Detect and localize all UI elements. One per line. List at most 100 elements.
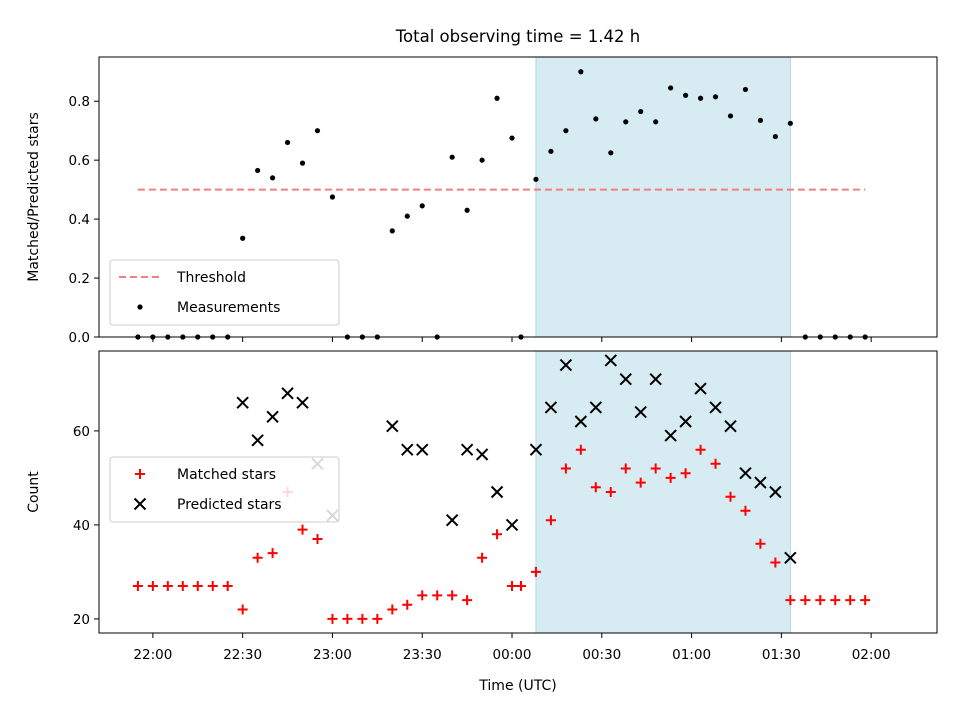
measurement-point — [593, 116, 599, 122]
panel-bottom: 20 40 60 22:00 22:30 23:00 23:30 00:00 00:30 01:0… — [26, 350, 938, 694]
x-tick-label: 01:30 — [762, 647, 801, 663]
measurement-point — [419, 203, 425, 209]
matched-star-point — [770, 557, 781, 568]
matched-star-point — [830, 595, 841, 606]
measurement-point — [533, 176, 539, 182]
measurement-point — [578, 69, 584, 75]
matched-star-point — [402, 599, 413, 610]
legend-matched-swatch — [135, 469, 145, 479]
matched-star-point — [575, 444, 586, 455]
matched-star-point — [545, 515, 556, 526]
y-tick-label: 60 — [73, 424, 90, 440]
predicted-star-point — [634, 405, 647, 419]
matched-star-point — [605, 487, 616, 497]
matched-star-point — [462, 595, 473, 606]
predicted-star-point — [505, 518, 519, 532]
measurement-point — [638, 108, 644, 115]
matched-star-point — [147, 581, 158, 591]
predicted-star-point — [709, 401, 722, 414]
matched-star-point — [590, 482, 601, 493]
measurement-point — [683, 92, 689, 98]
matched-star-point — [132, 581, 143, 591]
predicted-star-point — [589, 401, 603, 414]
figure-title: Total observing time = 1.42 h — [395, 27, 640, 46]
shaded-span — [535, 56, 791, 338]
matched-star-point — [297, 524, 308, 535]
legend-label: Predicted stars — [177, 497, 282, 513]
matched-star-point — [665, 472, 676, 483]
matched-star-point — [477, 552, 488, 563]
measurement-point — [742, 86, 749, 93]
matched-star-point — [267, 548, 278, 559]
y-tick-label: 40 — [73, 518, 90, 534]
matched-star-point — [650, 463, 661, 474]
measurement-point — [479, 157, 485, 163]
measurement-point — [284, 139, 291, 146]
measurement-point — [240, 235, 246, 241]
x-tick-label: 02:00 — [852, 647, 891, 663]
y-tick-label: 0.4 — [69, 212, 90, 228]
legend-box — [109, 259, 340, 326]
predicted-star-point — [296, 396, 309, 409]
legend-label: Matched stars — [177, 467, 276, 483]
measurement-point — [548, 148, 554, 154]
predicted-star-point — [490, 485, 504, 499]
legend-label: Threshold — [176, 270, 246, 286]
matched-star-point — [755, 538, 766, 549]
measurement-point — [563, 128, 569, 134]
shaded-span — [535, 350, 791, 634]
predicted-star-point — [416, 443, 429, 456]
predicted-star-point — [784, 551, 797, 565]
matched-star-point — [740, 505, 751, 516]
matched-star-point — [785, 595, 796, 606]
measurement-point — [389, 228, 395, 234]
predicted-star-point — [386, 419, 399, 433]
matched-star-point — [237, 604, 248, 615]
y-tick-label: 20 — [73, 612, 90, 628]
measurement-point — [757, 117, 764, 123]
matched-star-point — [192, 581, 203, 591]
measurement-point — [255, 167, 261, 174]
predicted-star-point — [574, 415, 588, 428]
matched-star-point — [560, 463, 571, 474]
predicted-star-point — [236, 396, 249, 409]
y-tick-label: 0.6 — [69, 153, 90, 169]
y-axis-label: Count — [26, 471, 42, 513]
measurement-point — [712, 94, 719, 100]
legend-box — [109, 456, 340, 523]
x-tick-label: 23:00 — [313, 647, 352, 663]
predicted-star-point — [694, 382, 707, 395]
matched-star-point — [222, 581, 233, 591]
matched-star-point — [252, 552, 263, 563]
axes-frame — [98, 350, 938, 634]
matched-star-point — [312, 534, 323, 544]
matched-star-point — [447, 590, 458, 601]
matched-star-point — [207, 581, 218, 591]
predicted-star-point — [529, 443, 543, 456]
predicted-star-point — [401, 443, 414, 456]
matched-star-point — [620, 463, 631, 474]
measurement-point — [608, 150, 614, 156]
matched-star-point — [800, 595, 811, 606]
matched-star-point — [815, 595, 826, 606]
measurement-point — [314, 128, 321, 134]
predicted-star-point — [649, 372, 662, 386]
measurement-point — [269, 175, 276, 181]
measurement-point — [772, 133, 778, 140]
matched-star-point — [515, 581, 526, 591]
predicted-star-point — [769, 485, 782, 499]
matched-star-point — [492, 529, 503, 540]
measurement-point — [449, 154, 455, 160]
matched-star-point — [860, 595, 871, 606]
measurement-point — [509, 135, 515, 141]
matched-star-point — [327, 613, 338, 624]
predicted-star-point — [251, 434, 264, 447]
matched-star-point — [372, 613, 383, 624]
legend-label: Measurements — [177, 300, 280, 316]
predicted-star-point — [754, 476, 767, 489]
x-tick-label: 01:00 — [672, 647, 711, 663]
matched-star-point — [507, 581, 518, 591]
y-tick-label: 0.0 — [69, 330, 90, 346]
measurement-point — [404, 213, 410, 219]
